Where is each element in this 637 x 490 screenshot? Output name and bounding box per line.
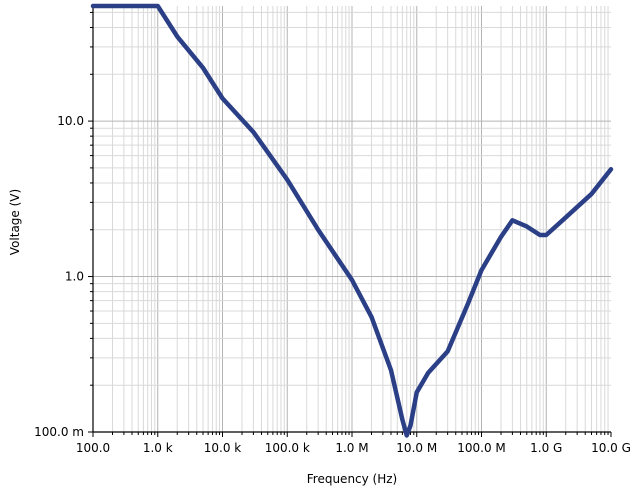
x-tick-label: 10.0 k: [204, 441, 242, 455]
series-line: [90, 3, 614, 438]
x-tick-label: 10.0 G: [591, 441, 631, 455]
x-tick-label: 1.0 M: [335, 441, 368, 455]
x-tick-label: 1.0 k: [143, 441, 173, 455]
x-tick-label: 1.0 G: [530, 441, 562, 455]
x-tick-label: 10.0 M: [396, 441, 437, 455]
y-tick-label: 10.0: [57, 114, 84, 128]
y-tick-label: 1.0: [65, 270, 84, 284]
y-axis-title: Voltage (V): [8, 189, 22, 255]
series-group: [90, 3, 614, 438]
axes: [88, 6, 612, 437]
tick-labels: 100.0 1.0 k 10.0 k 100.0 k 1.0 M 10.0 M 100.0 …: [34, 114, 631, 455]
x-tick-label: 100.0: [76, 441, 110, 455]
y-tick-label: 100.0 m: [34, 425, 84, 439]
x-tick-label: 100.0 k: [265, 441, 310, 455]
x-tick-label: 100.0 M: [457, 441, 506, 455]
x-axis-title: Frequency (Hz): [307, 472, 398, 486]
